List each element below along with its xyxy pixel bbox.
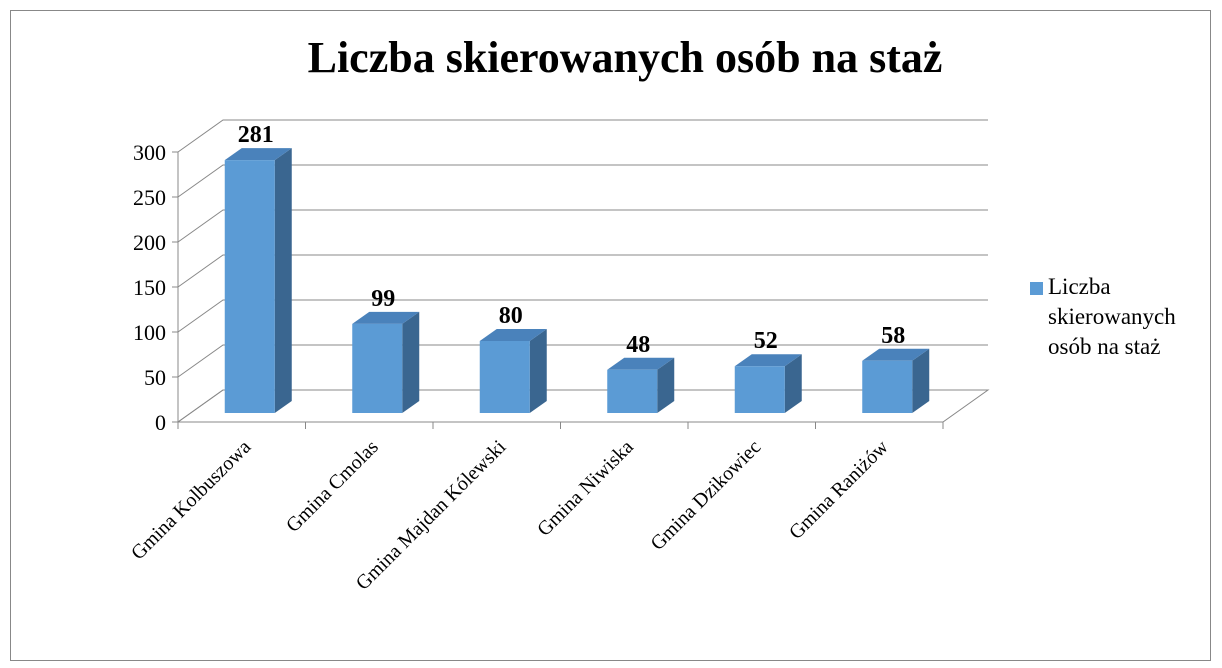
- grid-line: [177, 299, 988, 333]
- bar-top: [862, 348, 930, 361]
- y-tick-label: 0: [155, 410, 166, 435]
- bar: [734, 354, 802, 413]
- y-tick-label: 250: [133, 185, 166, 210]
- y-tick-label: 200: [133, 230, 166, 255]
- value-label: 99: [371, 286, 395, 312]
- bar: [862, 348, 930, 413]
- bar-side: [274, 148, 292, 413]
- y-tick-label: 100: [133, 320, 166, 345]
- bar-side: [402, 311, 420, 413]
- grid-line: [177, 344, 988, 378]
- bar-top: [224, 148, 292, 161]
- chart-title: Liczba skierowanych osób na staż: [308, 33, 943, 82]
- bar-front: [607, 369, 658, 413]
- value-label: 48: [626, 332, 650, 358]
- y-tick-label: 300: [133, 140, 166, 165]
- bar-front: [734, 366, 785, 413]
- bar-front: [352, 323, 403, 413]
- grid-line: [177, 119, 988, 153]
- bar-top: [607, 357, 675, 370]
- bar-side: [912, 348, 930, 413]
- value-label: 281: [238, 122, 274, 148]
- bar-side: [529, 329, 547, 413]
- bar: [352, 311, 420, 413]
- chart-frame: [10, 10, 1211, 661]
- bar-side: [784, 354, 802, 413]
- bar-top: [352, 311, 420, 324]
- legend-label: Liczba skierowanych osób na staż: [1048, 274, 1176, 359]
- y-tick-label: 150: [133, 275, 166, 300]
- grid-line: [177, 254, 988, 288]
- bar: [224, 148, 292, 413]
- bar: [479, 329, 547, 413]
- bar-front: [224, 160, 275, 413]
- legend-swatch: [1030, 282, 1043, 295]
- value-label: 52: [754, 328, 778, 354]
- bar-top: [479, 329, 547, 341]
- bar-front: [479, 341, 530, 413]
- bar-side: [657, 357, 675, 413]
- grid-line: [177, 389, 988, 423]
- bar-front: [862, 360, 913, 413]
- grid-line: [177, 164, 988, 198]
- bar: [607, 357, 675, 413]
- bar-top: [734, 354, 802, 367]
- value-label: 80: [499, 303, 523, 329]
- grid-line: [177, 209, 988, 243]
- y-tick-label: 50: [144, 365, 166, 390]
- value-label: 58: [881, 323, 905, 349]
